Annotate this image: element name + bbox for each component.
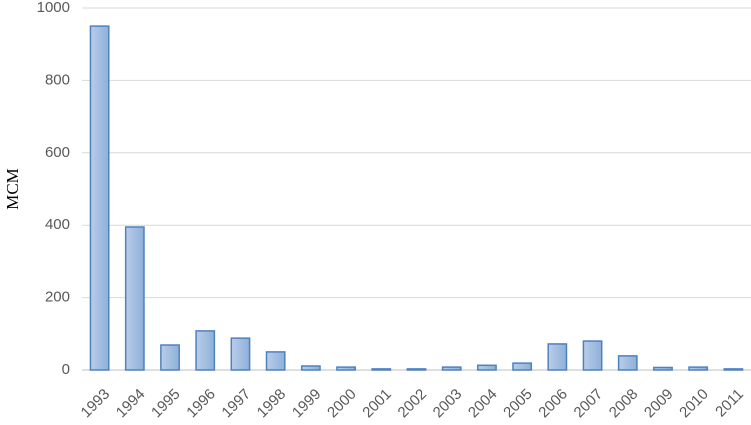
x-tick-label: 1997 <box>218 386 254 422</box>
x-tick-label: 2006 <box>535 386 571 422</box>
bar <box>124 226 145 371</box>
bar <box>477 364 497 371</box>
x-tick-label: 2008 <box>606 386 642 422</box>
bar <box>547 343 568 371</box>
y-tick-label: 800 <box>45 71 70 88</box>
x-tick-label: 2002 <box>395 386 431 422</box>
bar <box>371 368 392 371</box>
bar <box>230 337 251 371</box>
x-tick-label: 2010 <box>676 386 712 422</box>
y-tick-label: 600 <box>45 144 70 161</box>
x-tick-label: 1995 <box>148 386 184 422</box>
y-tick-label: 200 <box>45 289 70 306</box>
y-axis-label: MCM <box>3 168 22 210</box>
bar <box>336 366 356 371</box>
bar <box>723 368 744 371</box>
x-tick-label: 2000 <box>324 386 360 422</box>
x-tick-label: 1999 <box>289 386 325 422</box>
x-tick-label: 2004 <box>465 386 501 422</box>
x-tick-label: 2011 <box>712 386 747 421</box>
bar <box>265 351 286 371</box>
bar <box>441 366 462 371</box>
x-tick-label: 2003 <box>430 386 466 422</box>
x-tick-label: 1994 <box>113 386 149 422</box>
y-tick-label: 0 <box>62 361 70 378</box>
bar <box>89 25 110 371</box>
x-tick-label: 2005 <box>500 386 536 422</box>
x-tick-label: 1993 <box>78 386 114 422</box>
bar <box>160 344 180 371</box>
bar <box>300 365 321 371</box>
x-tick-label: 2009 <box>641 386 677 422</box>
bar <box>406 368 427 371</box>
bar <box>195 330 216 371</box>
y-tick-label: 400 <box>45 216 70 233</box>
x-tick-label: 1998 <box>254 386 290 422</box>
bar <box>688 366 709 371</box>
x-tick-label: 2001 <box>359 386 395 422</box>
bar <box>582 340 603 371</box>
y-tick-label: 1000 <box>37 0 70 16</box>
bar <box>653 366 673 371</box>
x-tick-label: 1996 <box>183 386 219 422</box>
bar <box>617 355 638 371</box>
x-tick-label: 2007 <box>571 386 607 422</box>
bar <box>512 362 533 371</box>
